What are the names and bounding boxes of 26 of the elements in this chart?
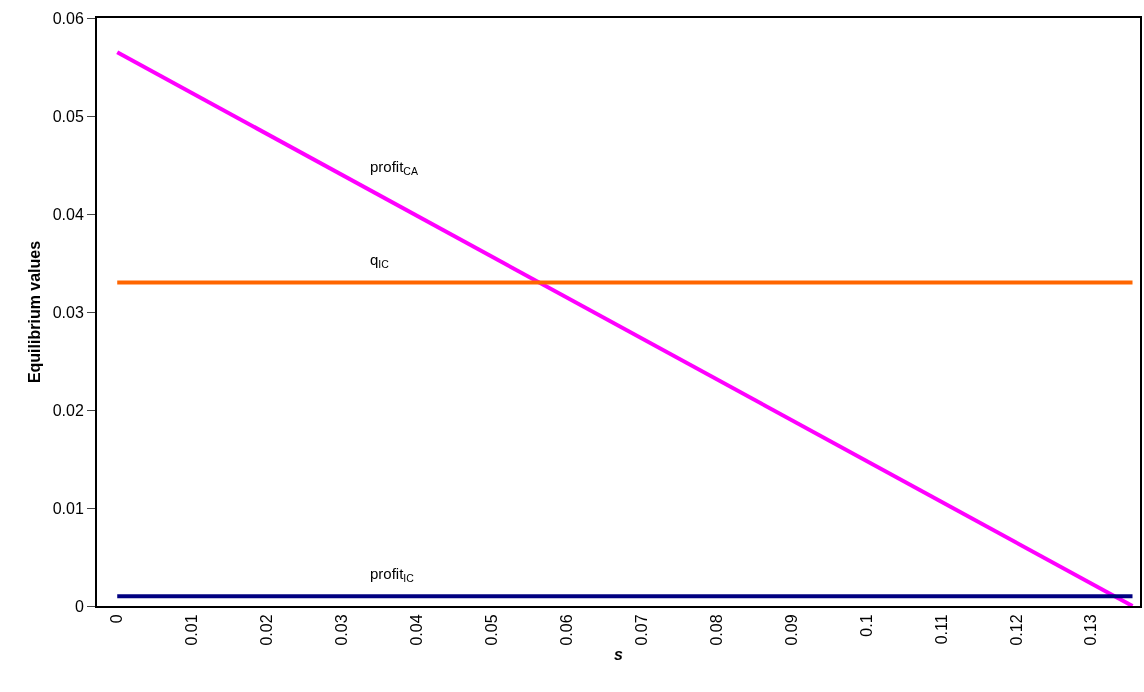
series-label: profit$_{CA}$ xyxy=(370,158,418,178)
y-tick-label: 0.06 xyxy=(52,9,84,27)
x-tick-label: 0.09 xyxy=(782,614,800,646)
x-tick-label: 0.13 xyxy=(1082,614,1100,646)
y-tick-label: 0.02 xyxy=(52,401,84,419)
x-tick-label: 0.1 xyxy=(857,614,875,637)
x-tick-label: 0.12 xyxy=(1007,614,1025,646)
series-label: q$_{IC}$ xyxy=(370,251,390,271)
x-tick-label: 0.01 xyxy=(183,614,201,646)
x-tick-label: 0.08 xyxy=(707,614,725,646)
x-tick-label: 0 xyxy=(108,614,126,624)
y-tick-label: 0.01 xyxy=(52,499,84,517)
x-axis-title: s xyxy=(614,645,624,663)
x-tick-label: 0.02 xyxy=(258,614,276,646)
y-tick-label: 0.04 xyxy=(52,205,84,223)
x-tick-label: 0.11 xyxy=(932,614,950,645)
x-tick-label: 0.06 xyxy=(558,614,575,646)
y-tick-label: 0 xyxy=(74,597,84,615)
y-tick-label: 0.05 xyxy=(52,107,84,125)
x-tick-label: 0.04 xyxy=(408,614,426,646)
x-tick-label: 0.05 xyxy=(483,614,501,646)
x-tick-label: 0.03 xyxy=(333,614,351,646)
y-axis-title: Equilibrium values xyxy=(26,240,44,384)
series-label: profit$_{IC}$ xyxy=(370,565,415,585)
y-tick-label: 0.03 xyxy=(52,303,84,321)
x-tick-label: 0.07 xyxy=(632,614,650,646)
